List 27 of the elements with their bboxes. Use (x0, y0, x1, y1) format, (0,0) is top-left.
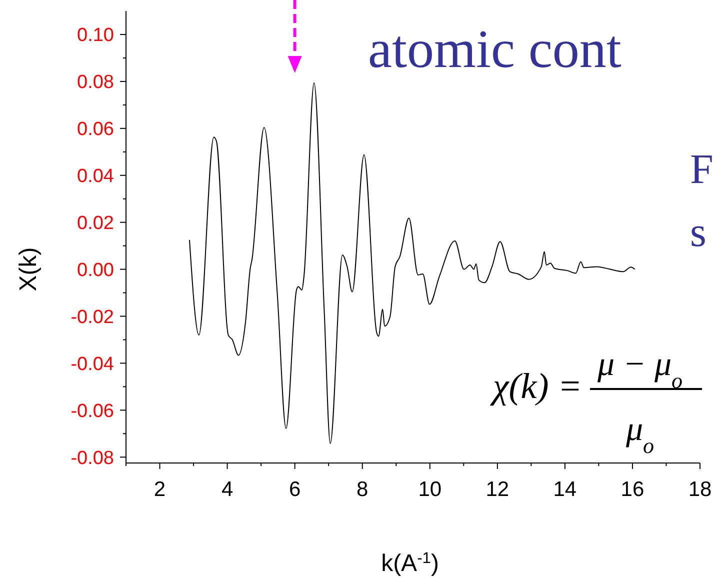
x-tick-label: 4 (221, 478, 234, 501)
y-tick-label: 0.02 (77, 212, 114, 234)
x-tick-label: 6 (288, 478, 301, 501)
y-tick-label: 0.06 (77, 119, 114, 140)
annotation: F (690, 147, 714, 193)
annotation: μ$_{o}$ (624, 411, 654, 458)
chart-title: atomic cont (368, 19, 622, 79)
x-tick-label: 2 (154, 478, 166, 501)
y-tick-label: -0.08 (70, 448, 114, 469)
y-tick-label: 0.00 (77, 260, 114, 281)
x-axis-title: k(A$^{-1}$) (381, 550, 439, 577)
y-tick-label: -0.06 (70, 400, 114, 422)
annotation: μ − μ$_{o}$ (596, 346, 683, 392)
x-tick-label: 10 (418, 478, 442, 501)
x-tick-label: 16 (620, 478, 644, 501)
x-tick-label: 12 (486, 478, 510, 501)
y-tick-label: -0.02 (70, 306, 114, 328)
x-tick-label: 14 (553, 478, 577, 501)
x-tick-label: 8 (356, 478, 368, 501)
y-tick-label: 0.08 (77, 72, 114, 94)
annotation: s (690, 210, 706, 256)
y-axis-title: X(k) (15, 247, 42, 292)
annotation: χ(k) = (490, 366, 582, 406)
y-tick-label: 0.04 (77, 166, 114, 188)
x-tick-label: 18 (688, 478, 712, 501)
y-tick-label: 0.10 (77, 25, 114, 46)
y-tick-label: -0.04 (70, 354, 114, 375)
